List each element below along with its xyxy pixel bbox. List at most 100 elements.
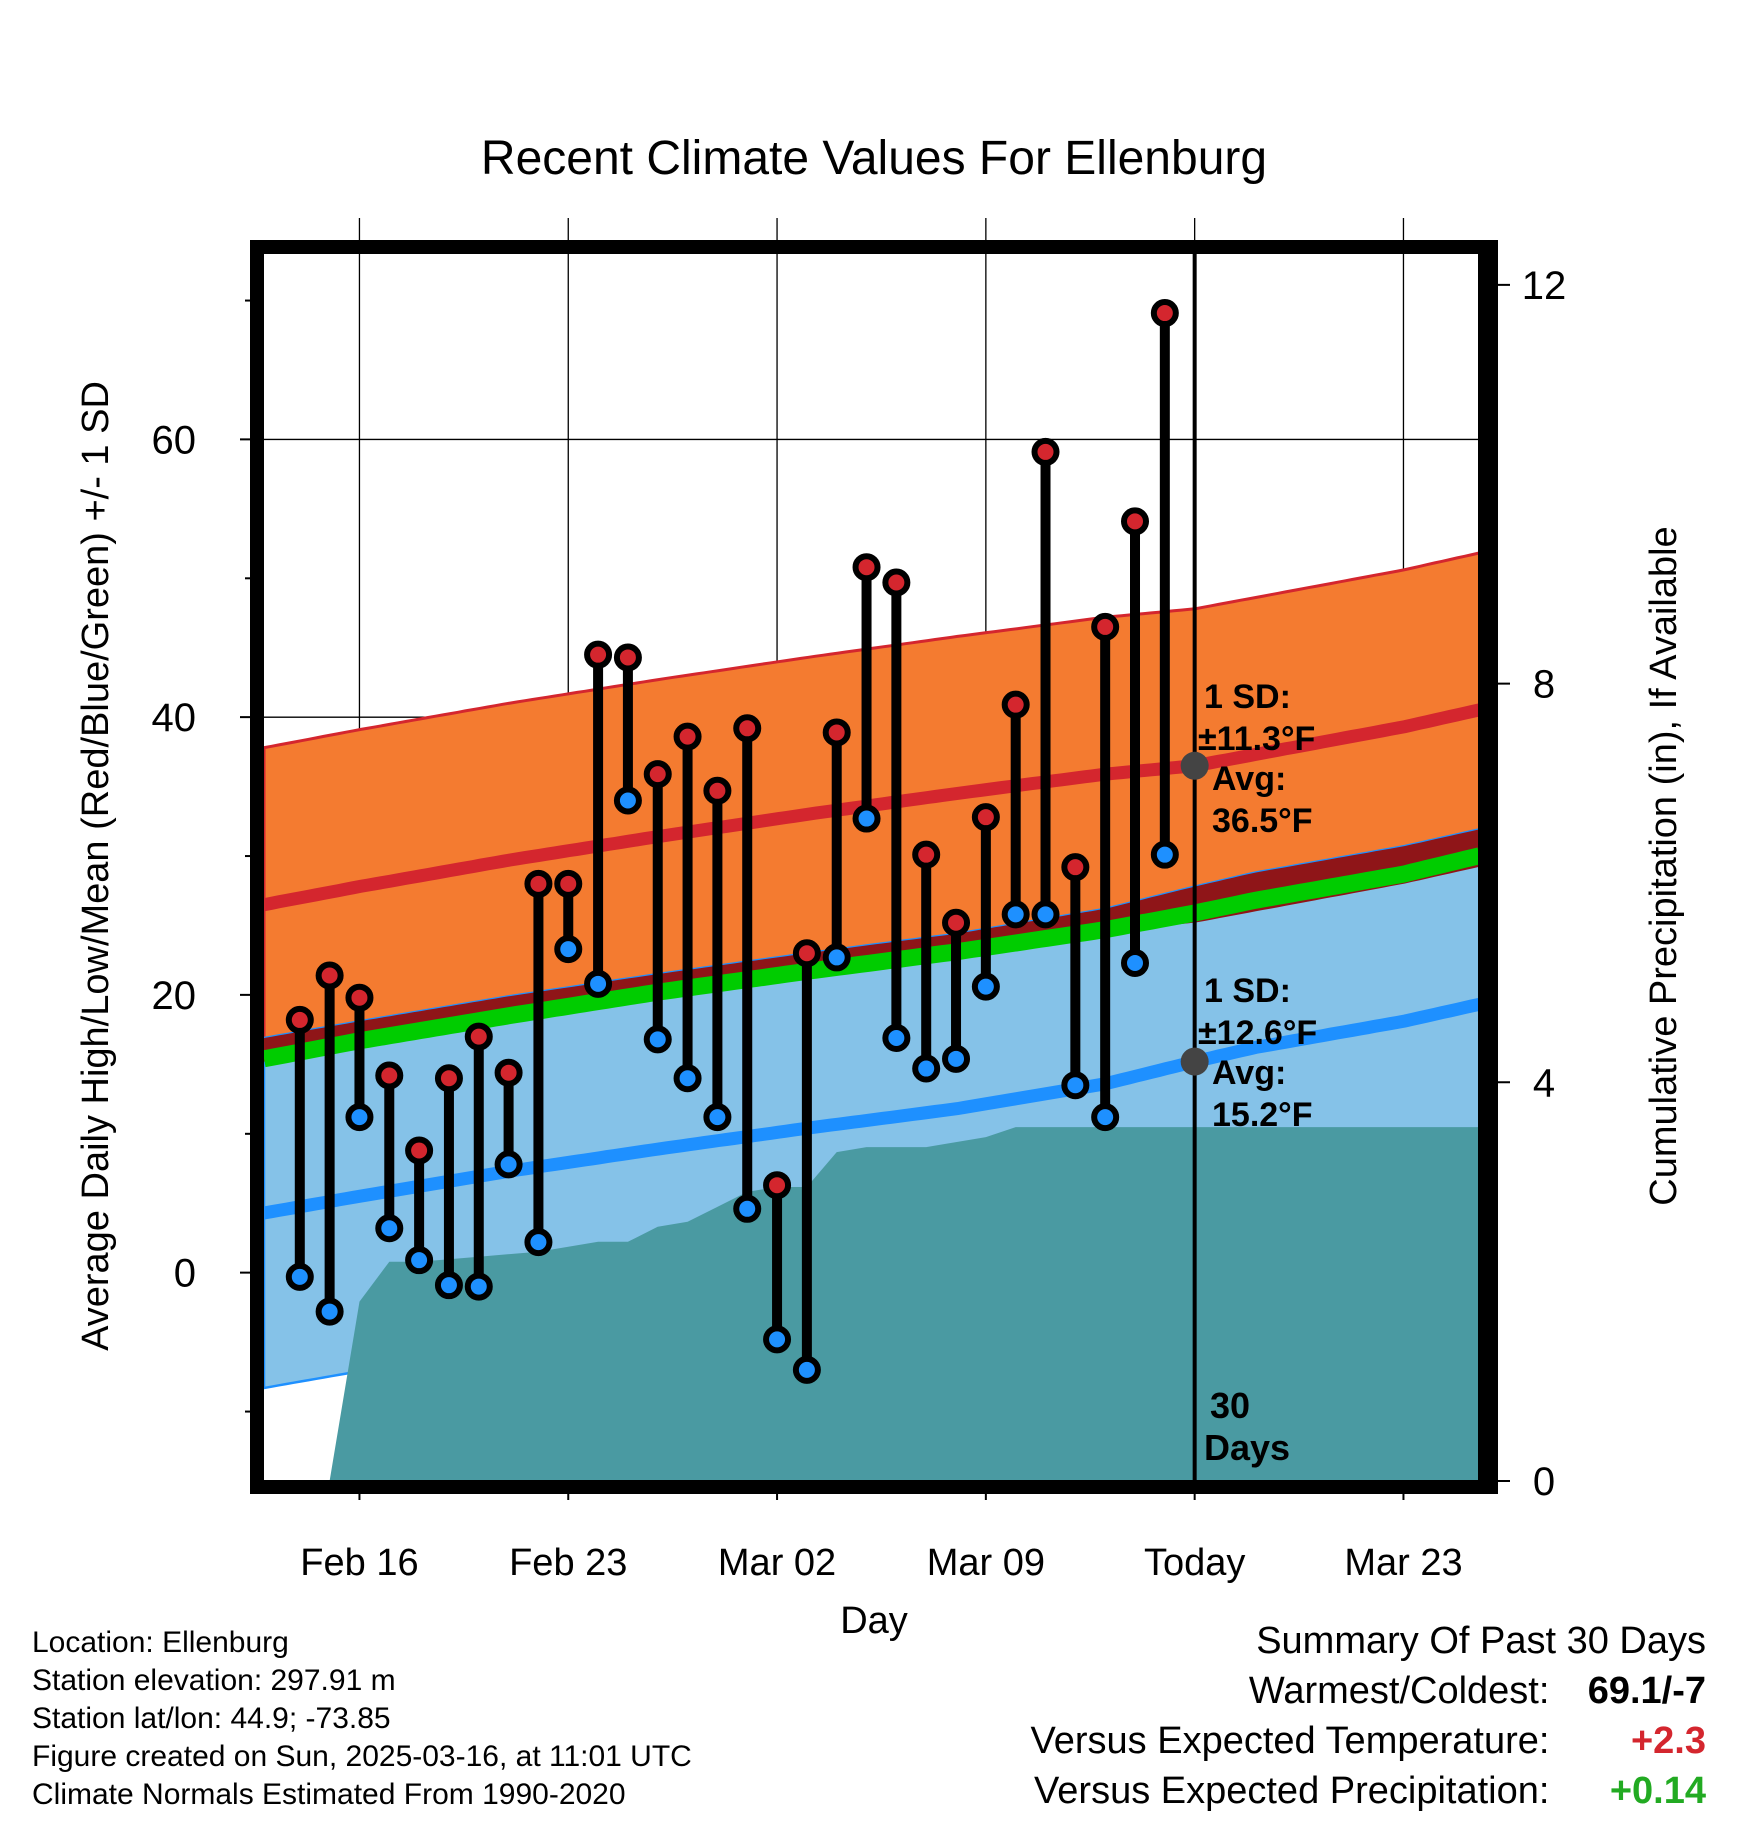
high-temp-point [464,1022,493,1051]
normal-high-line [264,703,1481,912]
location-line: Location: Ellenburg [32,1626,289,1659]
x-axis-label: Day [840,1600,908,1642]
low-temp-point [942,1044,971,1073]
low-temp-point [434,1271,463,1300]
created-line: Figure created on Sun, 2025-03-16, at 11… [32,1740,692,1773]
high-temp-point [822,718,851,747]
low-temp-point [792,1355,821,1384]
low-temp-point [763,1325,792,1354]
low-temp-point [822,943,851,972]
summary-warmest-row: Warmest/Coldest: 69.1/-7 [1031,1670,1706,1720]
low-temp-point [882,1023,911,1052]
x-tick-label: Mar 02 [718,1542,836,1584]
high-temp-point [494,1058,523,1087]
precip-tick-label: 8 [1533,663,1555,707]
low-temp-point [375,1214,404,1243]
x-tick-label: Mar 23 [1344,1542,1462,1584]
low-temp-point [643,1025,672,1054]
low-temp-point [971,972,1000,1001]
high-avg-value: 36.5°F [1212,802,1313,840]
low-temp-point [405,1246,434,1275]
low-temp-point [1031,900,1060,929]
low-temp-point [852,804,881,833]
high-temp-point [524,869,553,898]
high-temp-point [375,1061,404,1090]
high-temp-point [852,553,881,582]
high-temp-point [554,869,583,898]
high-temp-point [1001,690,1030,719]
high-temp-point [434,1064,463,1093]
y-tick-label: 40 [152,696,197,740]
low-temp-point [912,1054,941,1083]
high-temp-point [792,939,821,968]
low-avg-label: Avg: [1212,1054,1286,1092]
high-sd-label: 1 SD: [1204,678,1291,716]
high-temp-point [733,714,762,743]
daily-markers [285,299,1179,1384]
daily-range-bars [294,313,1170,1370]
temp-anomaly-value: +2.3 [1630,1720,1706,1762]
precip-tick-label: 0 [1533,1460,1555,1504]
high-temp-point [1150,299,1179,328]
low-temp-point [1091,1103,1120,1132]
low-temp-point [315,1297,344,1326]
low-temp-point [554,935,583,964]
low-temp-point [703,1103,732,1132]
low-temp-point [464,1272,493,1301]
precip-anomaly-value: +0.14 [1609,1770,1706,1812]
y-tick-label: 0 [174,1252,196,1296]
normal-low-line [264,997,1481,1220]
chart-title: Recent Climate Values For Ellenburg [481,132,1267,185]
axes: Feb 16 Feb 23 Mar 02 Mar 09 Today Mar 2302040… [152,264,1567,1584]
high-temp-point [405,1136,434,1165]
high-temp-point [584,640,613,669]
low-temp-point [1150,840,1179,869]
low-temp-point [1061,1071,1090,1100]
high-temp-point [1061,853,1090,882]
low-sd-label: 1 SD: [1204,972,1291,1010]
high-temp-point [1091,612,1120,641]
y-tick-label: 60 [152,418,197,462]
high-temp-point [345,983,374,1012]
low-sd-value: ±12.6°F [1198,1014,1317,1052]
summary-precip-row: Versus Expected Precipitation: +0.14 [1031,1770,1706,1820]
high-temp-point [763,1171,792,1200]
low-temp-point [733,1194,762,1223]
today-annotations: 1 SD: ±11.3°F Avg: 36.5°F 1 SD: ±12.6°F … [1180,678,1317,1468]
latlon-line: Station lat/lon: 44.9; -73.85 [32,1702,391,1735]
normals-line: Climate Normals Estimated From 1990-2020 [32,1778,626,1811]
warmest-coldest-label: Warmest/Coldest: [1248,1670,1550,1712]
high-temp-point [912,840,941,869]
high-temp-point [643,760,672,789]
high-temp-point [1031,437,1060,466]
low-avg-value: 15.2°F [1212,1096,1313,1134]
y-tick-label: 20 [152,974,197,1018]
high-temp-point [942,908,971,937]
high-temp-point [673,722,702,751]
low-temp-point [1121,948,1150,977]
low-temp-point [584,969,613,998]
high-temp-point [285,1005,314,1034]
high-avg-label: Avg: [1212,760,1286,798]
window-days-unit: Days [1204,1427,1290,1468]
precipitation-area [264,1127,1484,1481]
today-low-avg-dot [1180,1047,1209,1076]
x-tick-label: Mar 09 [927,1542,1045,1584]
summary-temp-row: Versus Expected Temperature: +2.3 [1031,1720,1706,1770]
plot-frame-right-edge [1478,247,1491,1487]
high-temp-point [971,803,1000,832]
high-sd-value: ±11.3°F [1198,720,1315,758]
summary-panel: Summary Of Past 30 Days Warmest/Coldest:… [1031,1620,1706,1820]
station-info: Location: Ellenburg Station elevation: 2… [32,1624,692,1814]
y-axis-left-label: Average Daily High/Low/Mean (Red/Blue/Gr… [75,381,117,1351]
today-high-avg-dot [1180,751,1209,780]
high-temp-point [1121,507,1150,536]
high-temp-point [703,776,732,805]
high-temp-point [613,643,642,672]
precip-tick-label: 12 [1522,264,1567,308]
temp-anomaly-label: Versus Expected Temperature: [1030,1720,1550,1762]
x-tick-label: Today [1144,1542,1245,1584]
precip-tick-label: 4 [1533,1061,1555,1105]
precip-anomaly-label: Versus Expected Precipitation: [1034,1770,1550,1812]
